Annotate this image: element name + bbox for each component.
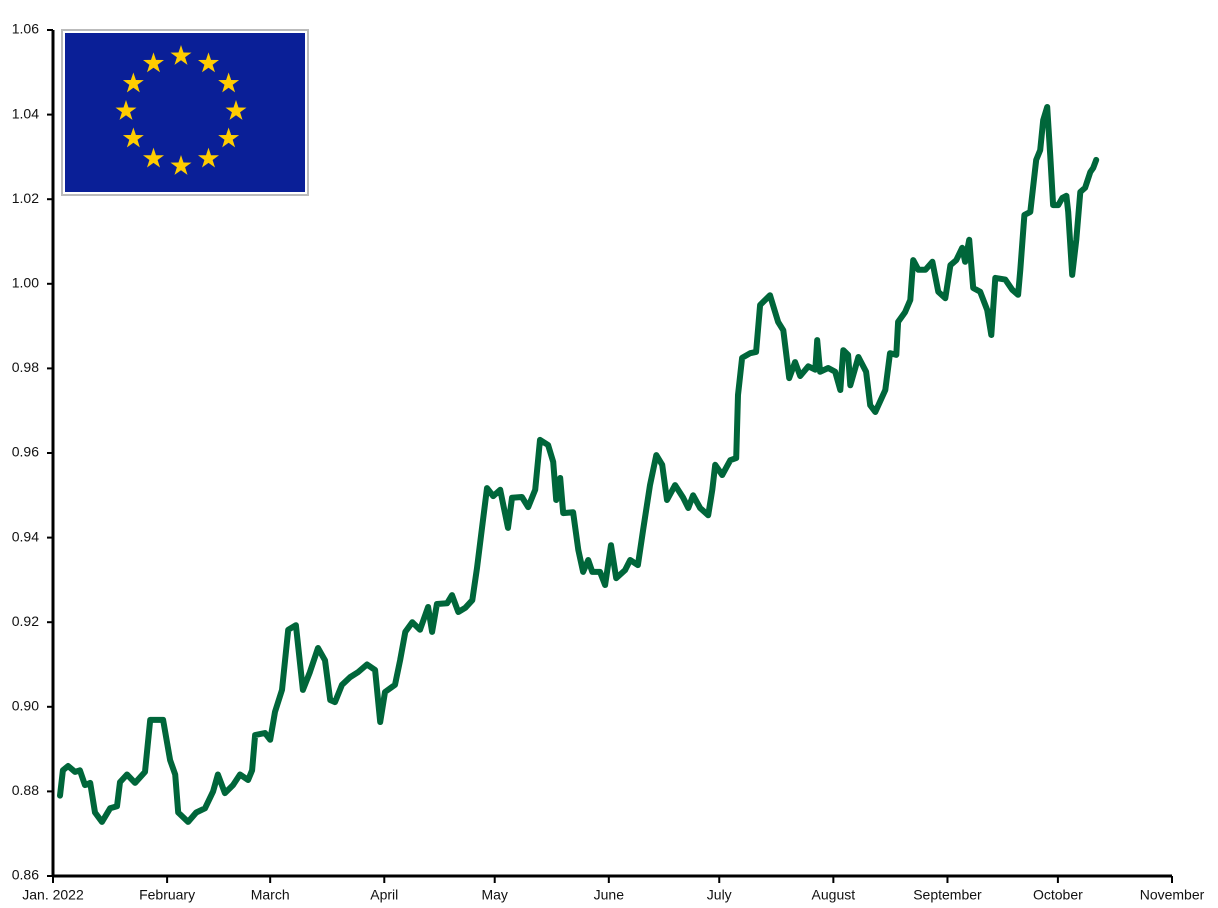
star bbox=[218, 127, 240, 148]
star bbox=[225, 100, 247, 120]
star bbox=[122, 127, 144, 148]
y-tick-label: 1.00 bbox=[12, 275, 39, 291]
star bbox=[143, 147, 164, 168]
y-tick-label: 0.94 bbox=[12, 528, 39, 544]
y-tick-label: 0.96 bbox=[12, 444, 39, 460]
x-tick-label: October bbox=[1033, 887, 1083, 903]
x-tick-label: Jan. 2022 bbox=[22, 887, 84, 903]
x-tick-label: May bbox=[481, 887, 507, 903]
star bbox=[218, 72, 240, 93]
eu-flag bbox=[61, 29, 309, 196]
flag-stars bbox=[115, 45, 247, 175]
x-tick-label: November bbox=[1140, 887, 1205, 903]
star bbox=[115, 100, 137, 120]
y-tick-label: 1.04 bbox=[12, 105, 39, 121]
y-tick-label: 0.88 bbox=[12, 782, 39, 798]
x-tick-label: July bbox=[707, 887, 732, 903]
x-tick-label: April bbox=[370, 887, 398, 903]
y-tick-label: 1.02 bbox=[12, 190, 39, 206]
x-tick-label: March bbox=[251, 887, 290, 903]
x-tick-label: August bbox=[812, 887, 856, 903]
star bbox=[198, 147, 219, 168]
y-tick-label: 0.86 bbox=[12, 867, 39, 883]
star bbox=[170, 155, 192, 175]
star bbox=[170, 45, 192, 65]
y-tick-label: 0.92 bbox=[12, 613, 39, 629]
x-tick-label: June bbox=[594, 887, 625, 903]
y-tick-label: 0.98 bbox=[12, 359, 39, 375]
y-tick-label: 1.06 bbox=[12, 21, 39, 37]
x-tick-label: September bbox=[913, 887, 982, 903]
star bbox=[198, 52, 219, 73]
star bbox=[143, 52, 164, 73]
star bbox=[122, 72, 144, 93]
price-line bbox=[57, 104, 1100, 825]
y-tick-label: 0.90 bbox=[12, 698, 39, 714]
x-tick-label: February bbox=[139, 887, 195, 903]
